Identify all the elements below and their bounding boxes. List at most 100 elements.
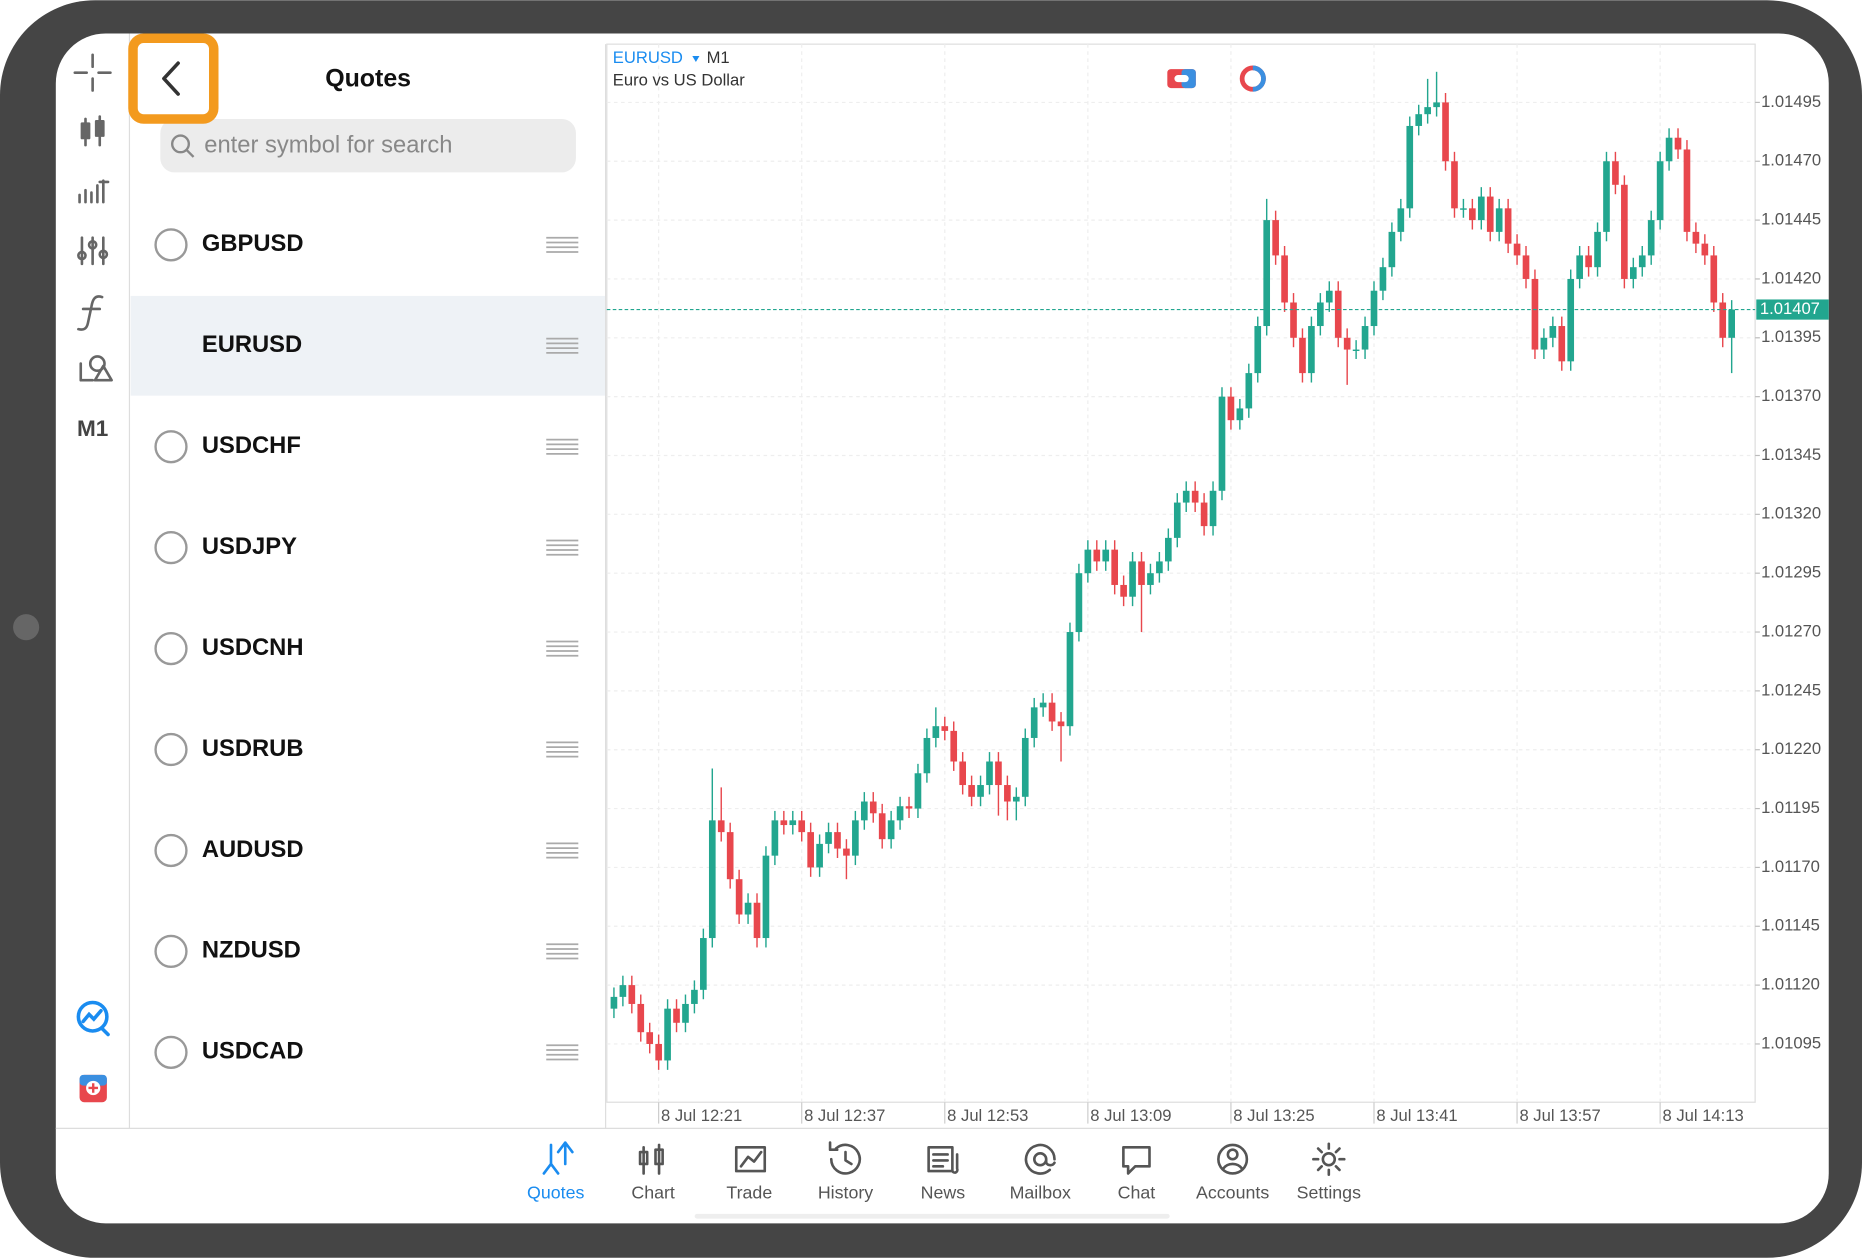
timeframe-button[interactable]: M1 (77, 416, 108, 441)
home-indicator (694, 1213, 1170, 1219)
chart-type-tool[interactable] (80, 115, 105, 147)
home-button (13, 614, 40, 641)
candles (610, 71, 1735, 1070)
candle-body (1442, 102, 1449, 162)
candle-body (1495, 208, 1503, 232)
candle-body (816, 843, 823, 868)
settings-tool[interactable] (77, 236, 109, 266)
symbol-row[interactable]: USDJPY (154, 531, 579, 565)
candle-body (968, 785, 975, 797)
candle-body (1200, 502, 1208, 527)
candle-body (1513, 243, 1521, 256)
candle-body (1057, 721, 1065, 727)
select-radio[interactable] (154, 833, 188, 868)
chart-symbol[interactable]: EURUSD (613, 48, 683, 67)
y-tick-label: 1.01270 (1761, 621, 1821, 640)
candle-body (1209, 490, 1217, 527)
candle-body (1165, 537, 1172, 562)
candle-body (1066, 632, 1074, 727)
nav-tab[interactable]: Trade (726, 1146, 772, 1202)
select-radio[interactable] (154, 732, 188, 767)
candle-body (1638, 255, 1646, 268)
candle-body (780, 820, 788, 826)
candle-body (1227, 396, 1235, 421)
back-button[interactable] (128, 33, 219, 124)
candle-body (1621, 184, 1628, 279)
nav-tab[interactable]: Chat (1118, 1146, 1156, 1202)
select-radio[interactable] (154, 531, 188, 565)
y-tick-label: 1.01195 (1761, 798, 1820, 817)
select-radio[interactable] (154, 430, 188, 464)
candle-body (1075, 573, 1083, 633)
candle-body (1281, 255, 1288, 303)
candle-body (1710, 255, 1718, 303)
y-tick-label: 1.01170 (1761, 857, 1820, 876)
symbol-name: USDCAD (202, 1038, 304, 1065)
candle-body (1102, 549, 1110, 562)
select-radio[interactable] (154, 228, 188, 262)
symbol-name: USDCHF (202, 432, 301, 459)
symbol-name: AUDUSD (202, 836, 304, 863)
function-tool[interactable] (77, 295, 104, 331)
symbol-row[interactable]: USDRUB (154, 732, 579, 767)
candle-body (1379, 267, 1387, 291)
crosshair-tool[interactable] (73, 53, 112, 92)
indicators-tool[interactable] (78, 179, 110, 204)
nav-tab[interactable]: History (818, 1141, 873, 1203)
candle-body (1191, 490, 1199, 503)
candle-body (1370, 290, 1378, 327)
candle-body (682, 1003, 689, 1023)
nav-tab[interactable]: Chart (631, 1143, 675, 1202)
candle-body (1585, 255, 1592, 268)
candle-body (664, 1008, 671, 1061)
symbol-row[interactable]: AUDUSD (154, 833, 579, 868)
candle-body (744, 902, 752, 915)
select-radio[interactable] (154, 631, 188, 666)
tab-label: Chat (1118, 1182, 1156, 1202)
tab-icon (1312, 1142, 1346, 1176)
tab-label: Trade (726, 1182, 772, 1202)
tab-icon (927, 1146, 959, 1174)
tab-label: Settings (1297, 1182, 1361, 1202)
candle-body (1477, 196, 1485, 221)
symbol-row[interactable]: USDCNH (154, 631, 579, 666)
candle-body (753, 902, 761, 939)
candle-body (628, 985, 636, 1004)
candle-body (771, 820, 779, 856)
candle-body (1406, 125, 1414, 209)
candle-body (995, 761, 1002, 786)
candle-body (1576, 255, 1583, 279)
candle-body (1692, 231, 1700, 244)
symbol-row[interactable]: USDCHF (154, 430, 579, 464)
symbol-row[interactable]: GBPUSD (154, 228, 579, 262)
symbol-row[interactable]: NZDUSD (154, 934, 579, 969)
trade-levels[interactable] (1239, 65, 1266, 92)
select-radio[interactable] (154, 934, 188, 969)
trading-signals[interactable] (76, 1000, 110, 1037)
one-click-panel[interactable] (1167, 69, 1196, 89)
nav-tab[interactable]: Settings (1297, 1142, 1361, 1203)
candle-body (1156, 561, 1163, 574)
search-field[interactable] (160, 118, 576, 173)
candle-body (655, 1043, 662, 1061)
select-radio[interactable] (154, 1035, 188, 1069)
symbol-name: GBPUSD (202, 230, 304, 257)
candle-body (878, 813, 886, 840)
objects-tool[interactable] (79, 355, 113, 382)
y-tick-label: 1.01095 (1761, 1033, 1821, 1052)
candle-body (1299, 337, 1306, 374)
candle-body (1147, 573, 1154, 585)
candle-body (1549, 326, 1557, 338)
search-box[interactable]: enter symbol for search (160, 118, 576, 173)
symbol-row[interactable]: EURUSD (130, 295, 606, 396)
nav-tab[interactable]: News (921, 1146, 966, 1202)
x-tick-label: 8 Jul 14:13 (1663, 1106, 1744, 1125)
nav-tab[interactable]: Quotes (527, 1141, 585, 1203)
x-tick-label: 8 Jul 13:41 (1376, 1106, 1457, 1125)
nav-tab[interactable]: Mailbox (1010, 1143, 1071, 1202)
nav-tab[interactable]: Accounts (1196, 1143, 1269, 1202)
candle-body (1567, 278, 1575, 362)
symbol-row[interactable]: USDCAD (154, 1035, 579, 1069)
y-tick-label: 1.01395 (1761, 327, 1821, 346)
one-click-trading[interactable] (79, 1074, 107, 1103)
